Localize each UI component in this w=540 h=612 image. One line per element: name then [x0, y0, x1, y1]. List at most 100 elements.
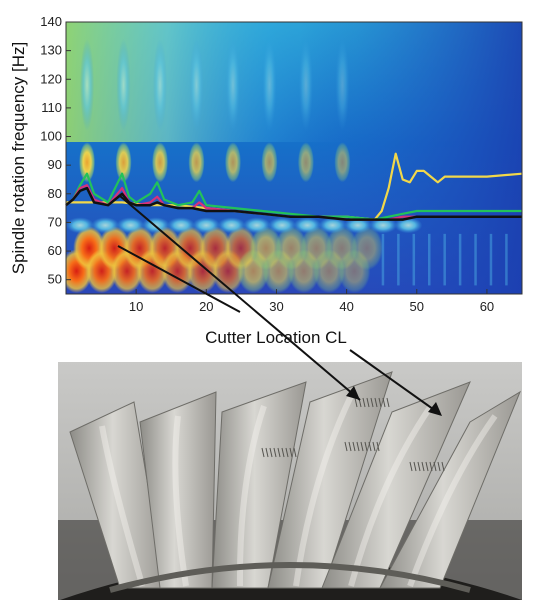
chatter-mark: [364, 441, 368, 452]
chatter-mark: [382, 397, 386, 408]
chatter-mark: [285, 447, 289, 458]
chatter-mark: [281, 447, 285, 458]
heat-streak: [427, 233, 431, 286]
chatter-mark: [378, 397, 382, 408]
series-line: [65, 172, 522, 221]
heat-blob: [116, 217, 145, 234]
plot-frame: [65, 21, 523, 295]
chatter-mark: [293, 447, 297, 458]
heat-streak: [443, 233, 446, 286]
chatter-mark: [425, 461, 429, 472]
chatter-mark: [269, 447, 273, 458]
chatter-mark: [374, 397, 378, 408]
heat-streak: [458, 233, 462, 286]
heat-blob: [343, 217, 372, 234]
blade-highlight: [407, 414, 498, 588]
chatter-mark: [277, 447, 281, 458]
arrow-head-3: [428, 402, 442, 416]
heat-blob: [115, 142, 132, 183]
heat-blob: [217, 217, 246, 234]
x-tick-label: 50: [410, 299, 424, 314]
series-line: [65, 186, 522, 221]
chatter-mark: [372, 441, 376, 452]
arrow-line-3: [349, 349, 441, 415]
chatter-mark: [366, 397, 370, 408]
chatter-mark: [352, 441, 356, 452]
chatter-mark: [433, 461, 437, 472]
x-tick-label: 60: [480, 299, 494, 314]
blade-root-strip: [109, 562, 471, 593]
y-tick-label: 60: [48, 243, 62, 258]
y-tick-label: 90: [48, 157, 62, 172]
heat-streak: [412, 233, 416, 286]
heat-blob: [334, 142, 351, 183]
chatter-mark: [417, 461, 421, 472]
y-axis-label: Spindle rotation frequency [Hz]: [9, 42, 28, 274]
heat-blob: [298, 38, 313, 131]
x-tick-label: 40: [339, 299, 353, 314]
chatter-mark: [356, 441, 360, 452]
chatter-mark: [348, 441, 352, 452]
blade-highlight: [293, 394, 354, 587]
heat-blob: [262, 38, 277, 131]
chatter-mark: [429, 461, 433, 472]
chatter-mark: [289, 447, 293, 458]
chatter-mark: [344, 441, 348, 452]
x-tick-label: 30: [269, 299, 283, 314]
heat-blob: [318, 217, 347, 234]
heat-streak: [381, 233, 385, 286]
y-tick-label: 120: [40, 71, 62, 86]
heat-streak: [397, 233, 400, 286]
heat-blob: [153, 38, 168, 131]
heat-blob: [261, 142, 278, 183]
heat-blob: [79, 142, 96, 183]
blade-highlight: [99, 425, 146, 587]
arrow-head-1: [346, 386, 360, 400]
connector-arrows: [117, 195, 442, 416]
heat-blob: [80, 38, 95, 131]
y-tick-label: 80: [48, 186, 62, 201]
heat-blob: [167, 217, 196, 234]
y-tick-label: 100: [40, 129, 62, 144]
heatmap-blobs: [66, 38, 508, 294]
chatter-mark: [437, 461, 441, 472]
chatter-mark: [409, 461, 413, 472]
heat-streak: [489, 233, 493, 286]
arrow-line-1: [119, 195, 361, 401]
heat-blob: [268, 217, 297, 234]
heat-blob: [224, 142, 241, 183]
chatter-mark: [386, 397, 390, 408]
chatter-mark: [368, 441, 372, 452]
heat-blob: [297, 142, 314, 183]
chatter-mark: [265, 447, 269, 458]
chatter-mark: [376, 441, 380, 452]
heat-blob: [116, 38, 131, 131]
chatter-mark: [413, 461, 417, 472]
chatter-mark: [273, 447, 277, 458]
heat-blob: [189, 38, 204, 131]
x-axis-label: Cutter Location CL: [205, 328, 347, 347]
heat-blob: [66, 217, 95, 234]
heat-blob: [335, 38, 350, 131]
heat-blob: [369, 217, 398, 234]
heat-blob: [91, 217, 120, 234]
blade-highlight: [172, 415, 189, 587]
heat-blob: [188, 142, 205, 183]
heatmap-plot: 10 20 30 40 50 60 50 60 70 80 90 100 110 120 130 140 S…: [9, 14, 523, 347]
blade: [379, 390, 522, 589]
y-tick-label: 140: [40, 14, 62, 29]
blades: [69, 371, 522, 589]
chatter-mark: [421, 461, 425, 472]
chatter-mark: [261, 447, 265, 458]
chatter-mark: [360, 441, 364, 452]
y-ticks: 50 60 70 80 90 100 110 120 130 140: [40, 14, 71, 287]
heat-blob: [152, 142, 169, 183]
heat-blob: [225, 38, 240, 131]
heat-blob: [293, 217, 322, 234]
chatter-mark: [362, 397, 366, 408]
blade-highlight: [236, 405, 267, 587]
x-tick-label: 20: [199, 299, 213, 314]
y-tick-label: 70: [48, 214, 62, 229]
heat-blob: [394, 217, 423, 234]
